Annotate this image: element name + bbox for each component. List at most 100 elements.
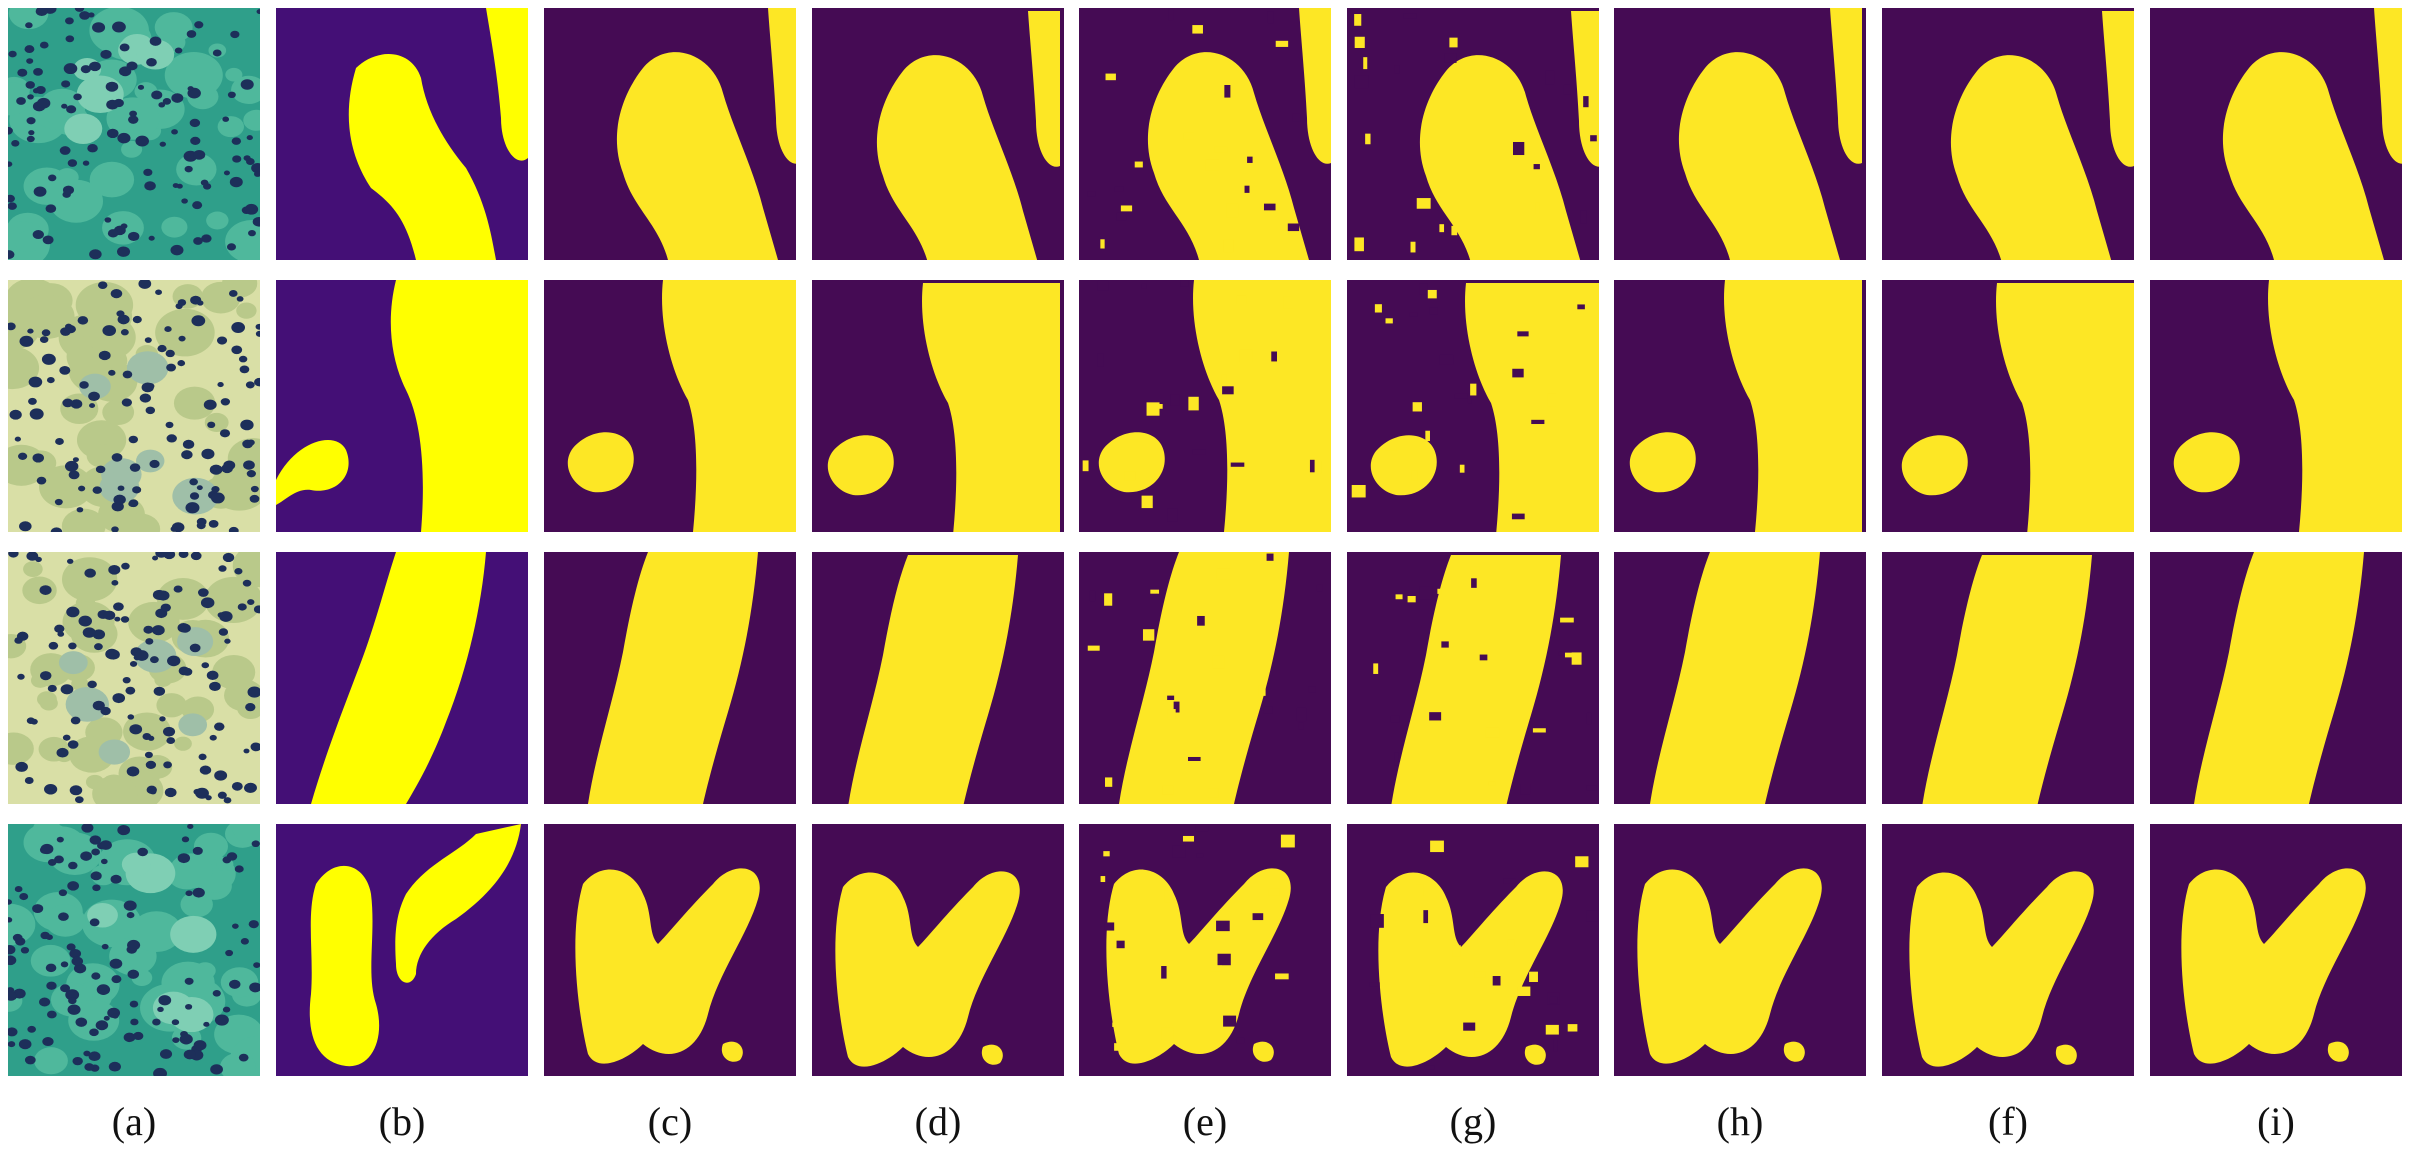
nucleus bbox=[41, 353, 56, 365]
nucleus bbox=[108, 1061, 121, 1072]
predicted-mask-row1 bbox=[1079, 8, 1331, 260]
nucleus bbox=[178, 335, 186, 342]
gland-cell bbox=[178, 713, 208, 737]
column-label: (e) bbox=[1182, 1099, 1228, 1144]
nucleus bbox=[42, 1036, 54, 1047]
mask-foreground-group bbox=[1909, 871, 2094, 1067]
mask-speckle bbox=[1195, 826, 1209, 832]
tissue-patch bbox=[231, 824, 260, 847]
mask-foreground-group bbox=[1950, 11, 2134, 260]
nucleus bbox=[159, 1049, 173, 1059]
nucleus bbox=[197, 588, 209, 597]
nucleus bbox=[26, 552, 39, 561]
mask-speckle bbox=[1124, 471, 1136, 481]
tissue-patch bbox=[19, 294, 75, 339]
mask-speckle bbox=[1292, 113, 1301, 122]
nucleus bbox=[251, 163, 260, 174]
nucleus bbox=[231, 345, 243, 355]
mask-region bbox=[1996, 283, 2134, 532]
predicted-mask-row2 bbox=[1882, 280, 2134, 532]
nucleus bbox=[129, 724, 143, 735]
nucleus bbox=[249, 982, 260, 993]
nucleus bbox=[200, 179, 209, 186]
nucleus bbox=[123, 900, 137, 911]
tissue-patch bbox=[204, 576, 260, 624]
nucleus bbox=[171, 129, 178, 135]
mask-region bbox=[1119, 552, 1289, 804]
nucleus bbox=[212, 49, 222, 57]
mask-speckle bbox=[1104, 593, 1113, 606]
nucleus bbox=[187, 86, 194, 92]
nucleus bbox=[24, 45, 35, 54]
nucleus bbox=[111, 580, 119, 586]
mask-speckle bbox=[1439, 354, 1454, 365]
mask-speckle bbox=[1267, 11, 1274, 24]
nucleus bbox=[238, 1053, 249, 1062]
mask-foreground-group bbox=[1650, 552, 1820, 804]
mask-speckle bbox=[1192, 25, 1203, 34]
nucleus bbox=[174, 47, 183, 54]
histology-image-row1 bbox=[8, 8, 260, 260]
nucleus bbox=[14, 436, 21, 442]
mask-speckle bbox=[1583, 96, 1589, 108]
nucleus bbox=[14, 637, 23, 644]
mask-speckle bbox=[1437, 588, 1442, 594]
nucleus bbox=[89, 403, 96, 408]
mask-speckle bbox=[1188, 756, 1201, 761]
nucleus bbox=[177, 360, 186, 367]
nucleus bbox=[8, 202, 17, 210]
nucleus bbox=[95, 1020, 109, 1031]
nucleus bbox=[74, 8, 85, 12]
mask-speckle bbox=[1512, 368, 1524, 378]
nucleus bbox=[62, 398, 74, 408]
nucleus bbox=[82, 160, 90, 166]
nucleus bbox=[68, 997, 77, 1005]
mask-speckle bbox=[1531, 419, 1545, 425]
predicted-mask-row1 bbox=[2150, 8, 2402, 260]
nucleus bbox=[214, 770, 228, 781]
nucleus bbox=[39, 585, 52, 595]
mask-region bbox=[848, 555, 1018, 804]
nucleus bbox=[177, 299, 187, 306]
mask-speckle bbox=[1315, 460, 1322, 474]
mask-speckle bbox=[1087, 191, 1096, 197]
nucleus bbox=[97, 281, 108, 289]
nucleus bbox=[138, 280, 152, 289]
tissue-patch bbox=[130, 911, 182, 953]
nucleus bbox=[162, 98, 172, 105]
mask-speckle bbox=[1221, 374, 1227, 389]
nucleus bbox=[226, 852, 238, 861]
mask-speckle bbox=[1429, 985, 1435, 994]
nucleus bbox=[181, 198, 188, 204]
mask-speckle bbox=[1271, 351, 1278, 362]
nucleus bbox=[226, 243, 237, 251]
mask-speckle bbox=[1586, 785, 1597, 791]
nucleus bbox=[79, 11, 91, 20]
nucleus bbox=[144, 337, 152, 343]
tissue-patch bbox=[30, 944, 71, 977]
nucleus bbox=[127, 231, 140, 241]
nucleus bbox=[253, 171, 260, 177]
nucleus bbox=[60, 327, 71, 336]
nucleus bbox=[55, 437, 64, 445]
ground-truth-mask-graphic bbox=[276, 824, 528, 1076]
nucleus bbox=[8, 955, 17, 966]
mask-speckle bbox=[1222, 386, 1234, 395]
nucleus bbox=[83, 1050, 91, 1057]
mask-region bbox=[395, 824, 521, 983]
mask-speckle bbox=[1459, 464, 1465, 473]
predicted-mask-row1 bbox=[812, 8, 1064, 260]
gland-cell bbox=[126, 351, 169, 385]
mask-region bbox=[616, 52, 778, 260]
mask-speckle bbox=[1150, 589, 1160, 594]
mask-speckle bbox=[1567, 1024, 1578, 1032]
mask-speckle bbox=[1283, 296, 1293, 309]
nucleus bbox=[129, 110, 137, 117]
nucleus bbox=[44, 783, 58, 795]
nucleus bbox=[111, 1013, 119, 1019]
nucleus bbox=[54, 855, 64, 864]
mask-speckle bbox=[1236, 295, 1247, 305]
nucleus bbox=[116, 310, 125, 317]
nucleus bbox=[110, 874, 122, 884]
nucleus bbox=[251, 840, 260, 848]
